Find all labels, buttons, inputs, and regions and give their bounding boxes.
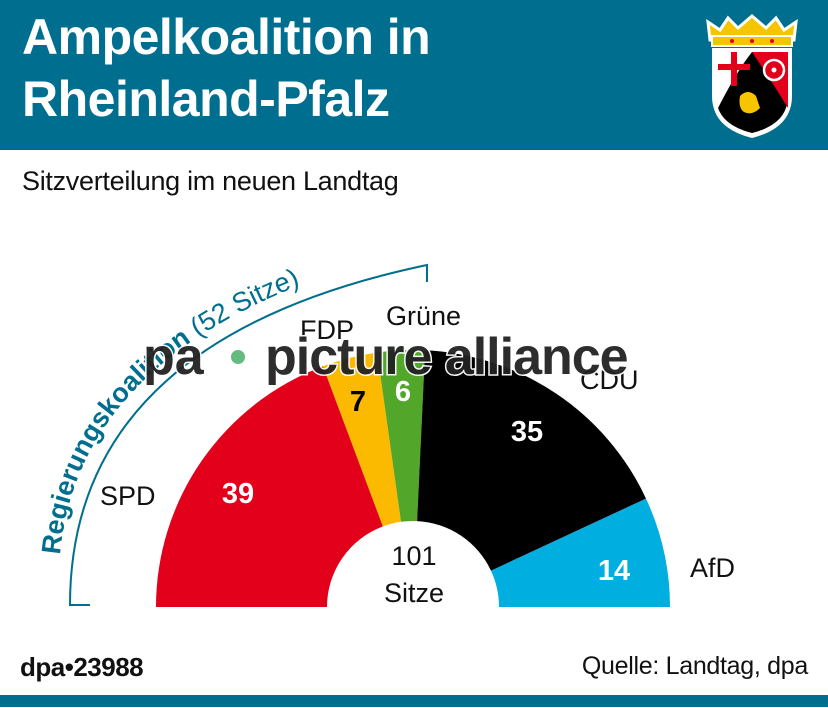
segment-cdu [417, 350, 646, 571]
party-label-fdp: FDP [300, 315, 354, 345]
watermark-text: picture alliance [265, 328, 628, 386]
party-label-spd: SPD [100, 481, 156, 511]
segment-gruene [377, 350, 426, 522]
total-seats-label: Sitze [384, 578, 444, 608]
header-banner: Ampelkoalition in Rheinland-Pfalz [0, 0, 828, 150]
watermark-pa: pa [143, 328, 205, 386]
chart-subtitle: Sitzverteilung im neuen Landtag [22, 166, 399, 196]
source-label: Quelle: Landtag, dpa [581, 652, 808, 680]
party-label-gruene: Grüne [386, 301, 461, 331]
value-spd: 39 [222, 478, 254, 510]
value-gruene: 6 [395, 376, 411, 408]
title-line-1: Ampelkoalition in [22, 9, 431, 65]
title-line-2: Rheinland-Pfalz [22, 71, 390, 127]
value-afd: 14 [598, 555, 630, 587]
segment-afd [491, 498, 670, 607]
segment-fdp [323, 352, 401, 527]
dpa-id: dpa•23988 [20, 652, 144, 682]
party-label-afd: AfD [690, 553, 735, 583]
total-seats-number: 101 [391, 541, 436, 571]
coalition-bracket [68, 263, 428, 606]
watermark-dot-icon [231, 350, 245, 364]
coat-of-arms-icon [706, 14, 798, 138]
bottom-bar [0, 695, 828, 707]
value-cdu: 35 [511, 416, 543, 448]
page-title: Ampelkoalition in Rheinland-Pfalz [22, 6, 431, 130]
segment-spd [156, 366, 383, 607]
party-label-cdu: CDU [580, 365, 639, 395]
value-fdp: 7 [350, 386, 366, 418]
watermark: pa picture alliance [142, 327, 631, 388]
